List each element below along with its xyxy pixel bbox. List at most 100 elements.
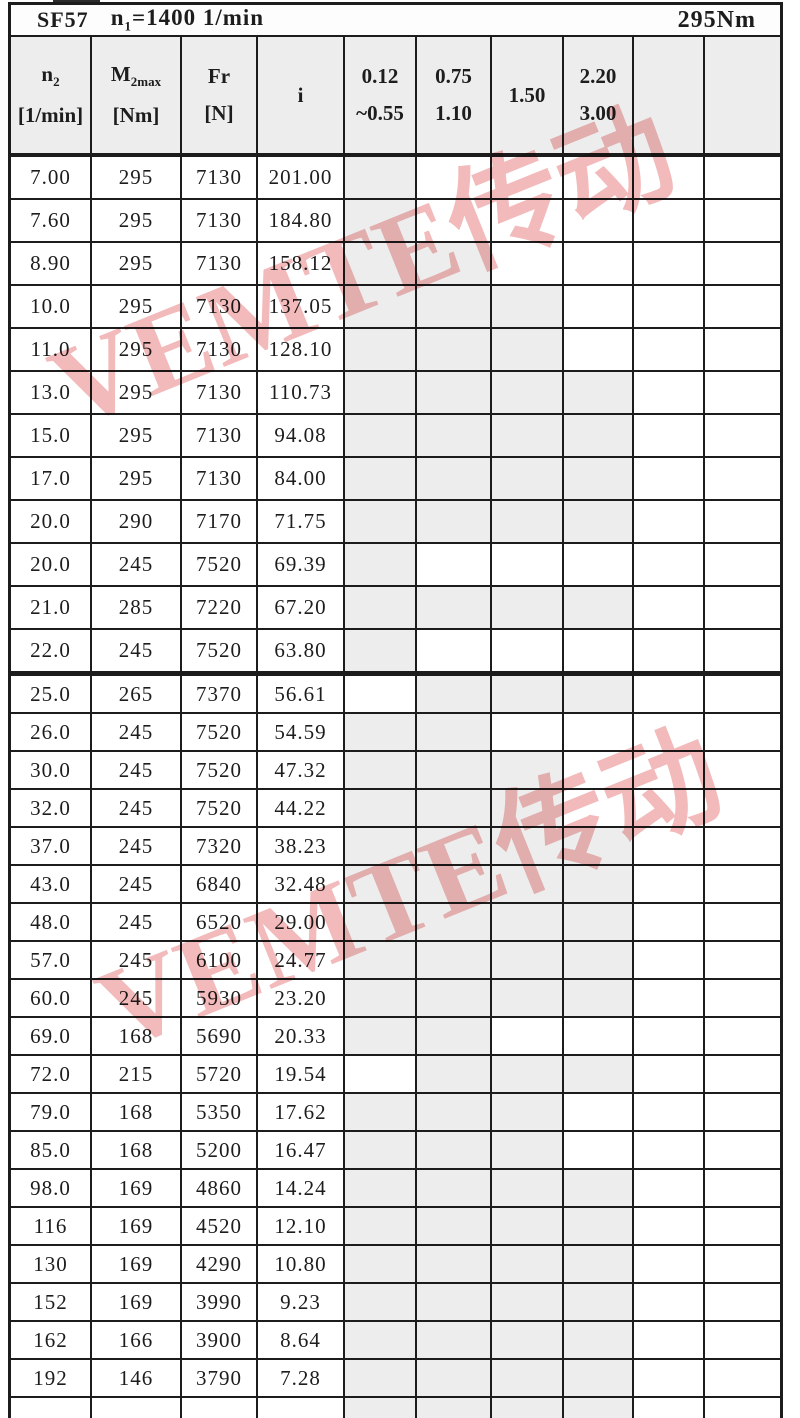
power-cell-0 [345,630,415,671]
power-cell-1 [417,1018,490,1054]
cell-m2max [92,1398,180,1418]
cell-m2max: 168 [92,1132,180,1168]
cell-n2: 152 [11,1284,90,1320]
power-cell-2 [492,1322,562,1358]
power-cell-4 [634,372,703,413]
power-cell-3 [564,1056,632,1092]
cell-i: 9.23 [258,1284,343,1320]
cell-n2: 98.0 [11,1170,90,1206]
cell-fr: 7130 [182,415,256,456]
power-cell-0 [345,866,415,902]
power-cell-1 [417,752,490,788]
power-cell-0 [345,1132,415,1168]
power-cell-0 [345,329,415,370]
power-cell-4 [634,544,703,585]
power-cell-5 [705,1398,780,1418]
cell-m2max: 245 [92,942,180,978]
power-cell-3 [564,1170,632,1206]
power-cell-2 [492,866,562,902]
cell-n2: 72.0 [11,1056,90,1092]
power-cell-3 [564,866,632,902]
power-cell-2 [492,544,562,585]
power-cell-4 [634,942,703,978]
power-cell-5 [705,501,780,542]
power-cell-0 [345,1246,415,1282]
power-cell-1 [417,866,490,902]
cell-n2: 79.0 [11,1094,90,1130]
power-cell-0 [345,501,415,542]
power-cell-3 [564,501,632,542]
power-cell-5 [705,790,780,826]
cell-m2max: 295 [92,372,180,413]
power-cell-0 [345,200,415,241]
power-cell-2 [492,1284,562,1320]
fr-symbol: Fr [207,64,231,88]
cell-fr: 7220 [182,587,256,628]
cell-m2max: 215 [92,1056,180,1092]
cell-fr: 7130 [182,329,256,370]
power-cell-1 [417,676,490,712]
power-cell-0 [345,1018,415,1054]
power-cell-3 [564,372,632,413]
col-header-m2max: M2max [Nm] [92,37,180,155]
power-cell-4 [634,676,703,712]
cell-fr: 3790 [182,1360,256,1396]
power-cell-0 [345,1360,415,1396]
m2max-unit: [Nm] [112,102,160,127]
power-cell-5 [705,866,780,902]
power-cell-5 [705,415,780,456]
power-cell-0 [345,714,415,750]
cell-m2max: 245 [92,866,180,902]
cell-n2: 130 [11,1246,90,1282]
cell-n2: 162 [11,1322,90,1358]
cell-m2max: 146 [92,1360,180,1396]
power-cell-4 [634,1398,703,1418]
power-cell-1 [417,1132,490,1168]
cell-m2max: 295 [92,415,180,456]
power-cell-5 [705,676,780,712]
power-cell-5 [705,157,780,198]
cell-m2max: 295 [92,458,180,499]
power-cell-2 [492,904,562,940]
power-cell-5 [705,1284,780,1320]
power-cell-1 [417,544,490,585]
power-cell-3 [564,1094,632,1130]
power-cell-4 [634,1322,703,1358]
power-cell-2 [492,714,562,750]
cell-m2max: 245 [92,828,180,864]
cell-fr: 4290 [182,1246,256,1282]
power-cell-1 [417,1322,490,1358]
cell-fr: 5350 [182,1094,256,1130]
cell-fr: 6840 [182,866,256,902]
power-cell-5 [705,243,780,284]
power-cell-4 [634,1018,703,1054]
power-cell-4 [634,587,703,628]
power-cell-4 [634,329,703,370]
power-cell-3 [564,415,632,456]
cell-m2max: 245 [92,904,180,940]
cell-m2max: 245 [92,544,180,585]
power-cell-1 [417,1398,490,1418]
table-title-row: SF57 n1=1400 1/min 295Nm [11,5,780,37]
power-cell-5 [705,1170,780,1206]
power-cell-5 [705,544,780,585]
cell-m2max: 169 [92,1170,180,1206]
power-cell-0 [345,458,415,499]
power-cell-5 [705,714,780,750]
power-cell-3 [564,544,632,585]
cell-fr: 7130 [182,200,256,241]
cell-m2max: 265 [92,676,180,712]
spec-table: SF57 n1=1400 1/min 295Nm n2 [1/min] M2ma… [8,2,783,1418]
power-cell-0 [345,243,415,284]
power-cell-4 [634,415,703,456]
power-cell-0 [345,286,415,327]
power-cell-2 [492,1246,562,1282]
col-header-power-2: 1.50 [492,37,562,155]
power-cell-2 [492,790,562,826]
cell-m2max: 166 [92,1322,180,1358]
power-cell-3 [564,904,632,940]
power-cell-2 [492,329,562,370]
cell-m2max: 245 [92,630,180,671]
power-cell-4 [634,790,703,826]
power-cell-5 [705,1360,780,1396]
